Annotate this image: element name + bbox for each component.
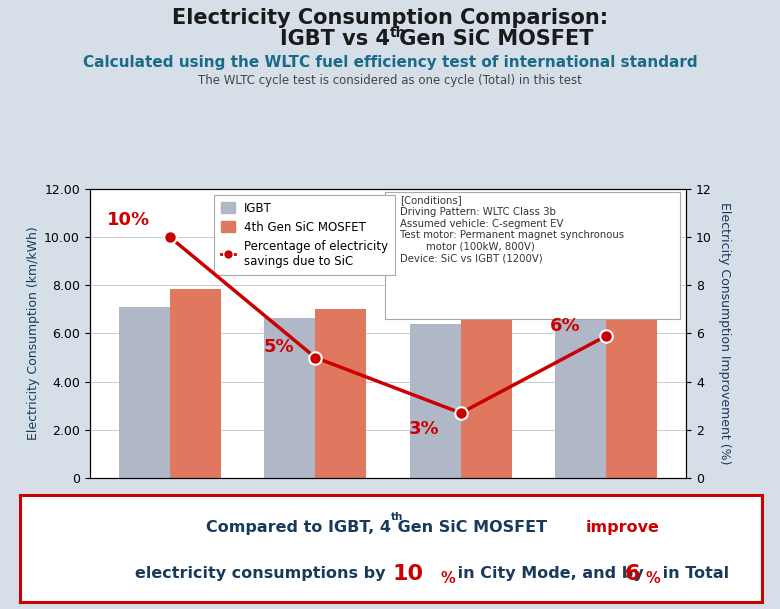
Text: Gen SiC MOSFET: Gen SiC MOSFET xyxy=(392,519,553,535)
Text: IGBT vs 4: IGBT vs 4 xyxy=(280,29,390,49)
Text: %: % xyxy=(441,571,456,586)
Text: 5%: 5% xyxy=(264,337,294,356)
Text: Calculated using the WLTC fuel efficiency test of international standard: Calculated using the WLTC fuel efficienc… xyxy=(83,55,697,70)
Text: th: th xyxy=(390,26,406,40)
Text: electricity consumptions by: electricity consumptions by xyxy=(135,566,391,582)
Bar xyxy=(410,324,461,478)
Bar xyxy=(119,307,170,478)
Bar xyxy=(315,309,367,478)
Text: in City Mode, and by: in City Mode, and by xyxy=(452,566,649,582)
Text: 10: 10 xyxy=(392,564,424,584)
Legend: IGBT, 4th Gen SiC MOSFET, Percentage of electricity
savings due to SiC: IGBT, 4th Gen SiC MOSFET, Percentage of … xyxy=(214,195,395,275)
Text: 6: 6 xyxy=(625,564,640,584)
Text: The WLTC cycle test is considered as one cycle (Total) in this test: The WLTC cycle test is considered as one… xyxy=(198,74,582,87)
Bar xyxy=(264,318,315,478)
Bar xyxy=(606,309,658,478)
Text: 10%: 10% xyxy=(108,211,151,229)
Text: Gen SiC MOSFET: Gen SiC MOSFET xyxy=(392,29,593,49)
Bar xyxy=(170,289,221,478)
Bar xyxy=(555,318,606,478)
Y-axis label: Electricity Consumption (km/kWh): Electricity Consumption (km/kWh) xyxy=(27,227,40,440)
Text: Electricity Consumption Comparison:: Electricity Consumption Comparison: xyxy=(172,8,608,28)
Text: 3%: 3% xyxy=(410,420,440,438)
Bar xyxy=(461,320,512,478)
Text: %: % xyxy=(646,571,660,586)
Text: th: th xyxy=(391,513,403,523)
Text: 6%: 6% xyxy=(551,317,581,335)
Text: in Total: in Total xyxy=(657,566,729,582)
Y-axis label: Electricity Consumption Improvement (%): Electricity Consumption Improvement (%) xyxy=(718,202,731,465)
Text: improve: improve xyxy=(585,519,659,535)
Text: Compared to IGBT, 4: Compared to IGBT, 4 xyxy=(206,519,391,535)
